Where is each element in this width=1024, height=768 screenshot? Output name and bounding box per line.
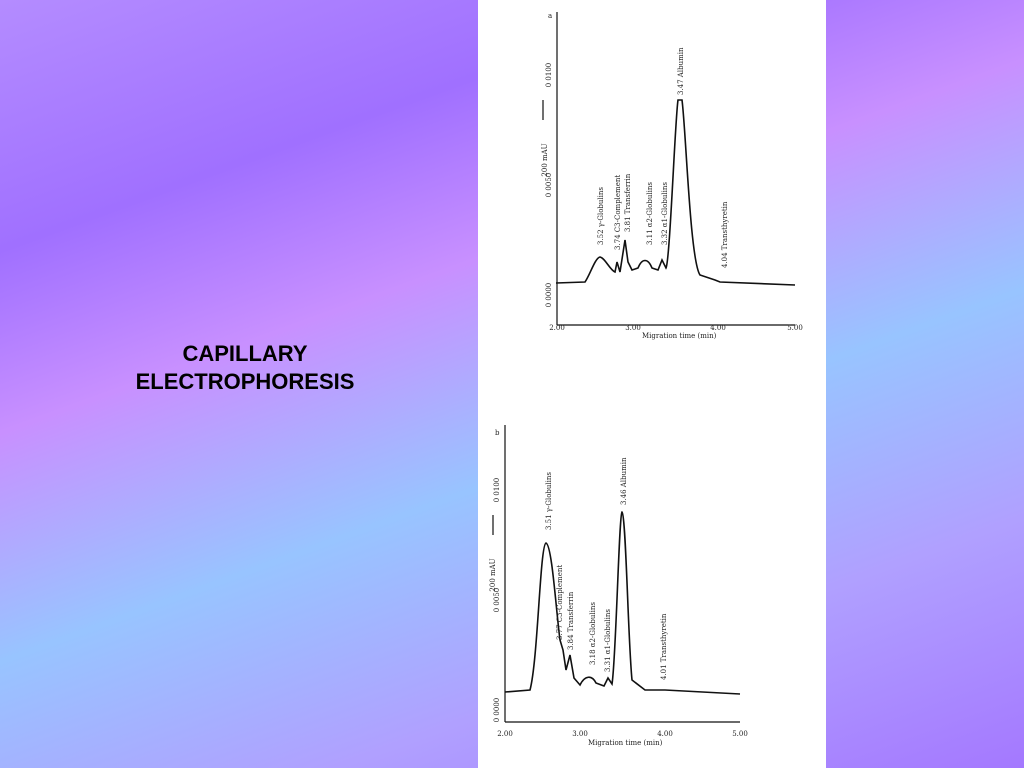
peak-label: 3.46 Albumin — [620, 457, 628, 505]
trace — [504, 510, 741, 695]
y-tick-label: 0 0100 — [545, 63, 553, 88]
peak-label: 3.74 C3-Complement — [614, 175, 622, 250]
x-tick-label: 3.00 — [572, 730, 588, 738]
y-tick-label: 0 0000 — [545, 283, 553, 308]
white-panel — [478, 0, 826, 768]
peak-label: 3.32 α1-Globulins — [661, 182, 669, 245]
peak-label: 3.52 γ-Globulins — [597, 187, 605, 245]
x-tick-label: 5.00 — [732, 730, 748, 738]
peak-label: 3.77 C3-Complement — [556, 565, 564, 640]
y-tick-label: 0 0050 — [493, 588, 501, 613]
x-axis-title: Migration time (min) — [588, 739, 663, 747]
x-tick-label: 4.00 — [710, 324, 726, 332]
peak-label: 3.18 α2-Globulins — [589, 602, 597, 665]
scale-label: 200 mAU — [489, 558, 497, 591]
scale-label: 200 mAU — [541, 143, 549, 176]
peak-label: 3.11 α2-Globulins — [646, 182, 654, 245]
panel-label: b — [495, 429, 500, 437]
x-tick-label: 3.00 — [625, 324, 641, 332]
slide-title: CAPILLARY ELECTROPHORESIS — [60, 340, 430, 396]
panel-label: a — [548, 12, 552, 20]
x-tick-label: 4.00 — [657, 730, 673, 738]
y-tick-label: 0 0050 — [545, 173, 553, 198]
y-tick-label: 0 0000 — [493, 698, 501, 723]
x-axis-title: Migration time (min) — [642, 332, 717, 340]
y-tick-label: 0 0100 — [493, 478, 501, 503]
peak-label: 4.04 Transthyretin — [721, 201, 729, 268]
peak-label: 4.01 Transthyretin — [660, 613, 668, 680]
title-line: ELECTROPHORESIS — [135, 369, 355, 394]
peak-label: 3.47 Albumin — [677, 47, 685, 95]
peak-label: 3.31 α1-Globulins — [604, 609, 612, 672]
peak-label: 3.51 γ-Globulins — [545, 472, 553, 530]
trace — [555, 99, 796, 286]
title-line: CAPILLARY — [182, 341, 308, 366]
x-tick-label: 5.00 — [787, 324, 803, 332]
peak-label: 3.84 Transferrin — [567, 591, 575, 650]
x-tick-label: 2.00 — [549, 324, 565, 332]
x-tick-label: 2.00 — [497, 730, 513, 738]
peak-label: 3.81 Transferrin — [624, 173, 632, 232]
